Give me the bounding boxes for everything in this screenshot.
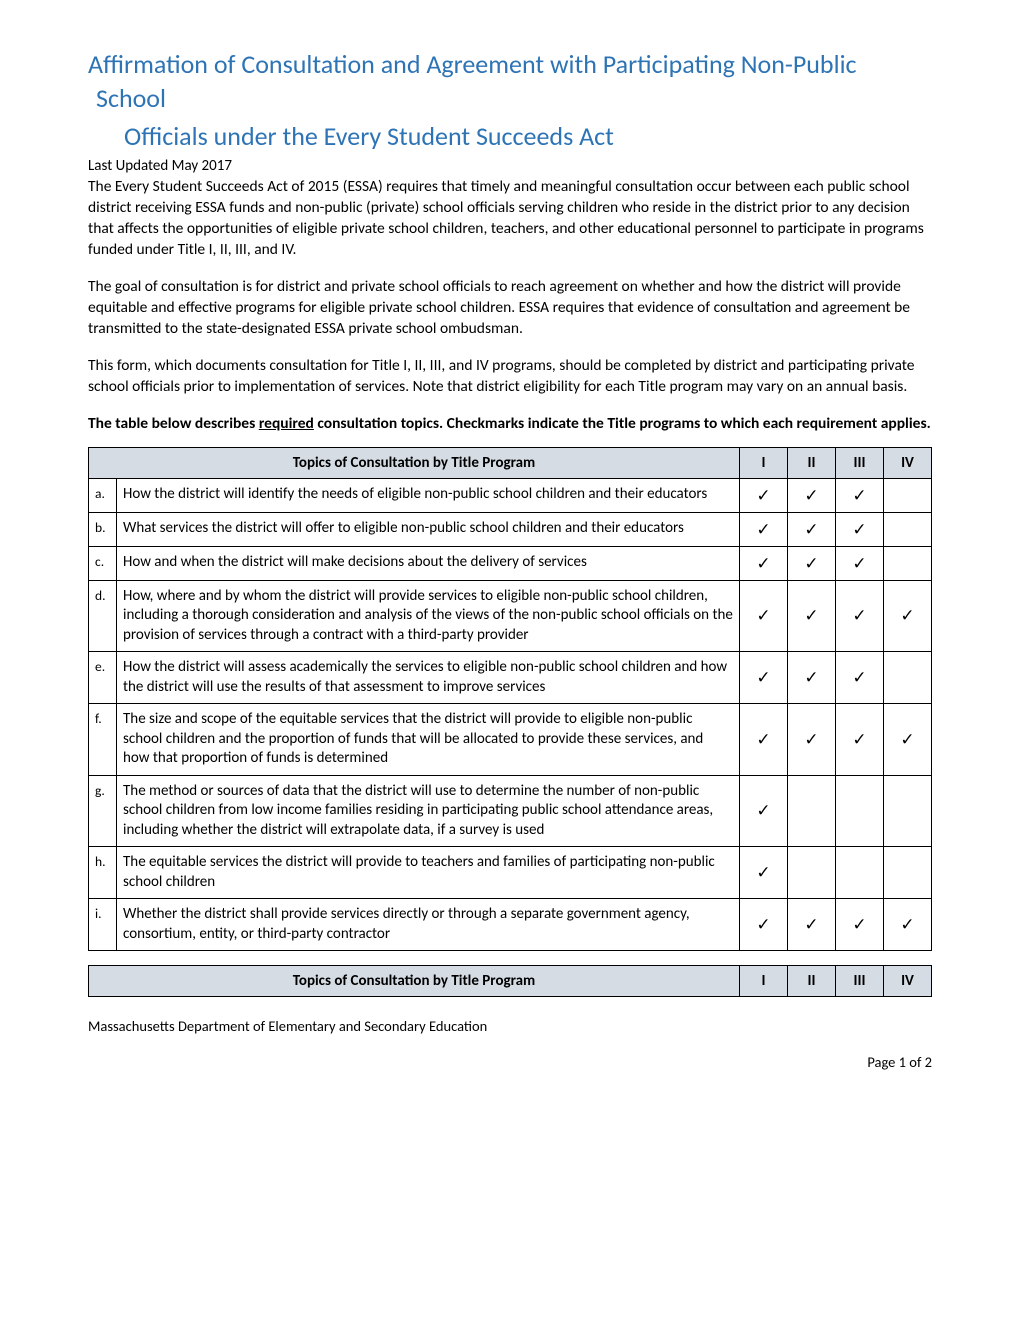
row-check-cell: ✓: [788, 546, 836, 580]
row-check-cell: ✓: [788, 899, 836, 951]
row-letter: c.: [89, 546, 117, 580]
header-col-iii: III: [836, 447, 884, 478]
table-intro: The table below describes required consu…: [88, 414, 932, 435]
row-check-cell: ✓: [788, 512, 836, 546]
row-letter: e.: [89, 652, 117, 704]
table-row: i.Whether the district shall provide ser…: [89, 899, 932, 951]
row-check-cell: ✓: [740, 704, 788, 776]
table-body: a.How the district will identify the nee…: [89, 478, 932, 951]
row-check-cell: ✓: [884, 899, 932, 951]
row-check-cell: [884, 512, 932, 546]
row-check-cell: [836, 775, 884, 847]
row-letter: f.: [89, 704, 117, 776]
page-number: Page 1 of 2: [88, 1053, 932, 1071]
row-check-cell: ✓: [884, 704, 932, 776]
table-intro-post: consultation topics. Checkmarks indicate…: [314, 414, 931, 433]
row-check-cell: ✓: [788, 580, 836, 652]
row-check-cell: [836, 847, 884, 899]
row-letter: h.: [89, 847, 117, 899]
row-check-cell: ✓: [836, 704, 884, 776]
row-letter: d.: [89, 580, 117, 652]
row-check-cell: [788, 847, 836, 899]
row-letter: g.: [89, 775, 117, 847]
row-check-cell: ✓: [740, 899, 788, 951]
intro-paragraph-3: This form, which documents consultation …: [88, 356, 932, 398]
table-row: d.How, where and by whom the district wi…: [89, 580, 932, 652]
row-topic-text: The method or sources of data that the d…: [117, 775, 740, 847]
document-title-line2: Officials under the Every Student Succee…: [88, 120, 932, 154]
consultation-topics-table-2-header: Topics of Consultation by Title Program …: [88, 965, 932, 997]
header-col-ii: II: [788, 447, 836, 478]
table-row: e.How the district will assess academica…: [89, 652, 932, 704]
row-check-cell: [884, 847, 932, 899]
table2-header-col-iii: III: [836, 966, 884, 997]
row-letter: i.: [89, 899, 117, 951]
row-check-cell: ✓: [836, 546, 884, 580]
intro-paragraph-2: The goal of consultation is for district…: [88, 277, 932, 340]
row-check-cell: ✓: [836, 899, 884, 951]
row-check-cell: ✓: [884, 580, 932, 652]
table-row: b.What services the district will offer …: [89, 512, 932, 546]
row-check-cell: ✓: [836, 580, 884, 652]
row-topic-text: How the district will assess academicall…: [117, 652, 740, 704]
row-check-cell: ✓: [740, 847, 788, 899]
consultation-topics-table: Topics of Consultation by Title Program …: [88, 447, 932, 952]
row-check-cell: [884, 546, 932, 580]
table-row: h.The equitable services the district wi…: [89, 847, 932, 899]
table2-header-col-ii: II: [788, 966, 836, 997]
table2-header-col-iv: IV: [884, 966, 932, 997]
row-check-cell: ✓: [740, 580, 788, 652]
row-check-cell: ✓: [788, 478, 836, 512]
table-intro-pre: The table below describes: [88, 414, 259, 433]
row-check-cell: [788, 775, 836, 847]
row-check-cell: [884, 775, 932, 847]
row-check-cell: [884, 652, 932, 704]
row-check-cell: ✓: [788, 704, 836, 776]
row-topic-text: How the district will identify the needs…: [117, 478, 740, 512]
intro-paragraph-1: The Every Student Succeeds Act of 2015 (…: [88, 177, 932, 261]
row-check-cell: [884, 478, 932, 512]
document-page: Affirmation of Consultation and Agreemen…: [0, 0, 1020, 1126]
table-row: f.The size and scope of the equitable se…: [89, 704, 932, 776]
row-topic-text: How and when the district will make deci…: [117, 546, 740, 580]
row-check-cell: ✓: [836, 652, 884, 704]
row-topic-text: What services the district will offer to…: [117, 512, 740, 546]
row-check-cell: ✓: [740, 512, 788, 546]
header-col-iv: IV: [884, 447, 932, 478]
row-topic-text: The equitable services the district will…: [117, 847, 740, 899]
last-updated: Last Updated May 2017: [88, 157, 932, 175]
row-check-cell: ✓: [740, 652, 788, 704]
row-check-cell: ✓: [836, 478, 884, 512]
table-row: g.The method or sources of data that the…: [89, 775, 932, 847]
table2-header-row: Topics of Consultation by Title Program …: [89, 966, 932, 997]
table-intro-underline: required: [259, 414, 314, 433]
row-topic-text: Whether the district shall provide servi…: [117, 899, 740, 951]
table2-header-col-i: I: [740, 966, 788, 997]
row-letter: a.: [89, 478, 117, 512]
row-check-cell: ✓: [740, 478, 788, 512]
header-topic: Topics of Consultation by Title Program: [89, 447, 740, 478]
row-check-cell: ✓: [836, 512, 884, 546]
row-check-cell: ✓: [788, 652, 836, 704]
table-row: a.How the district will identify the nee…: [89, 478, 932, 512]
row-check-cell: ✓: [740, 775, 788, 847]
row-topic-text: The size and scope of the equitable serv…: [117, 704, 740, 776]
row-letter: b.: [89, 512, 117, 546]
row-topic-text: How, where and by whom the district will…: [117, 580, 740, 652]
table-header-row: Topics of Consultation by Title Program …: [89, 447, 932, 478]
table-row: c.How and when the district will make de…: [89, 546, 932, 580]
document-title-line1: Affirmation of Consultation and Agreemen…: [88, 48, 932, 116]
header-col-i: I: [740, 447, 788, 478]
table2-header-topic: Topics of Consultation by Title Program: [89, 966, 740, 997]
footer-organization: Massachusetts Department of Elementary a…: [88, 1017, 932, 1035]
row-check-cell: ✓: [740, 546, 788, 580]
